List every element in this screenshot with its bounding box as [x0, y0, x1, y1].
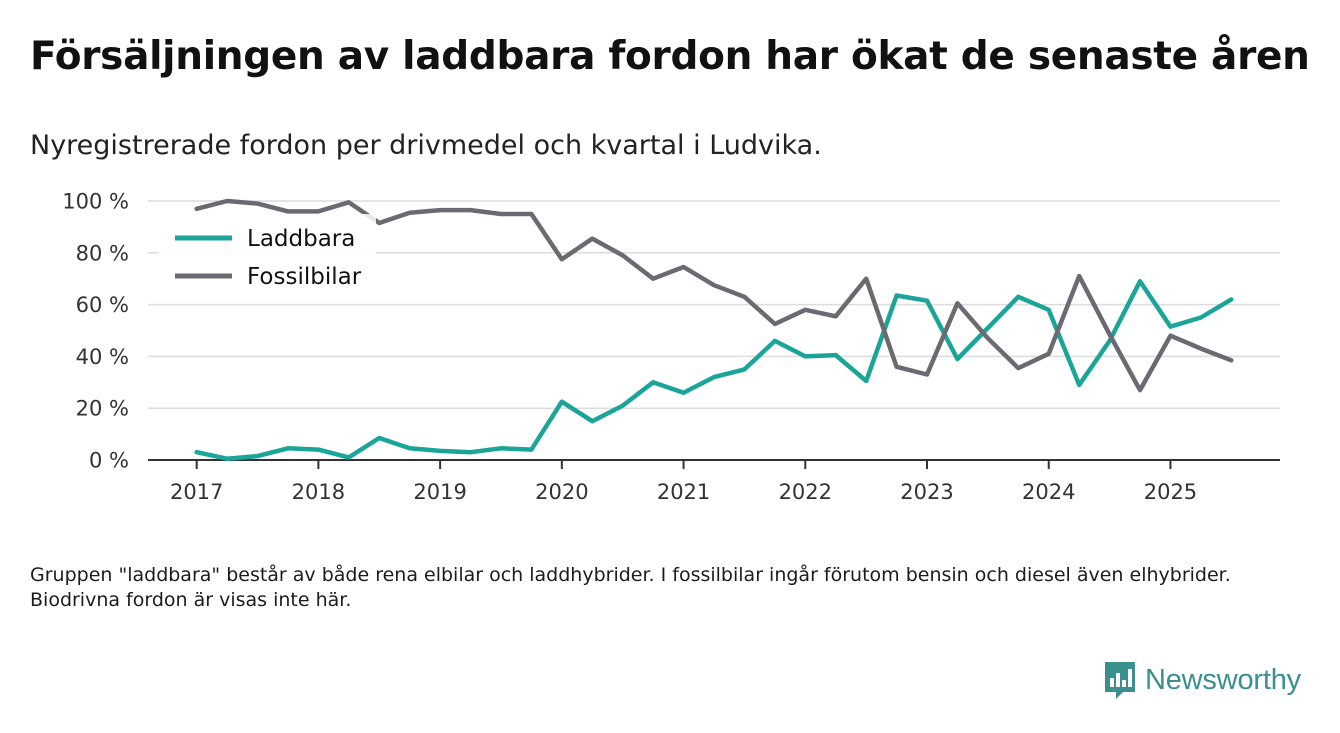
x-tick-label: 2025 [1144, 480, 1197, 504]
y-tick-label: 100 % [62, 190, 129, 214]
y-tick-label: 0 % [89, 449, 129, 473]
newsworthy-logo-icon [1105, 662, 1135, 699]
chart-title: Försäljningen av laddbara fordon har öka… [30, 34, 1310, 79]
x-tick-label: 2023 [900, 480, 953, 504]
legend-label-fossilbilar: Fossilbilar [247, 264, 362, 290]
legend-background [158, 214, 376, 300]
footnote: Gruppen "laddbara" består av både rena e… [30, 564, 1231, 611]
x-axis-tick-labels: 2017 2018 2019 2020 2021 2022 2023 2024 2025 [170, 480, 1197, 504]
legend: Laddbara Fossilbilar [158, 214, 376, 300]
y-tick-label: 80 % [76, 241, 129, 265]
x-tick-label: 2019 [413, 480, 466, 504]
series-line-laddbara [194, 279, 1234, 461]
y-axis-tick-labels: 0 % 20 % 40 % 60 % 80 % 100 % [62, 190, 129, 473]
x-tick-label: 2020 [535, 480, 588, 504]
x-tick-label: 2017 [170, 480, 223, 504]
y-tick-label: 60 % [76, 293, 129, 317]
legend-label-laddbara: Laddbara [247, 226, 355, 252]
y-tick-label: 20 % [76, 397, 129, 421]
line-chart: 0 % 20 % 40 % 60 % 80 % 100 % 2017 2018 2019 202… [62, 190, 1280, 504]
x-axis [148, 459, 1280, 469]
x-tick-label: 2024 [1022, 480, 1075, 504]
brand-logo: Newsworthy [1103, 660, 1301, 700]
chart-subtitle: Nyregistrerade fordon per drivmedel och … [30, 130, 822, 161]
y-tick-label: 40 % [76, 345, 129, 369]
x-tick-label: 2022 [779, 480, 832, 504]
x-tick-label: 2021 [657, 480, 710, 504]
x-tick-label: 2018 [292, 480, 345, 504]
brand-name: Newsworthy [1145, 663, 1301, 696]
